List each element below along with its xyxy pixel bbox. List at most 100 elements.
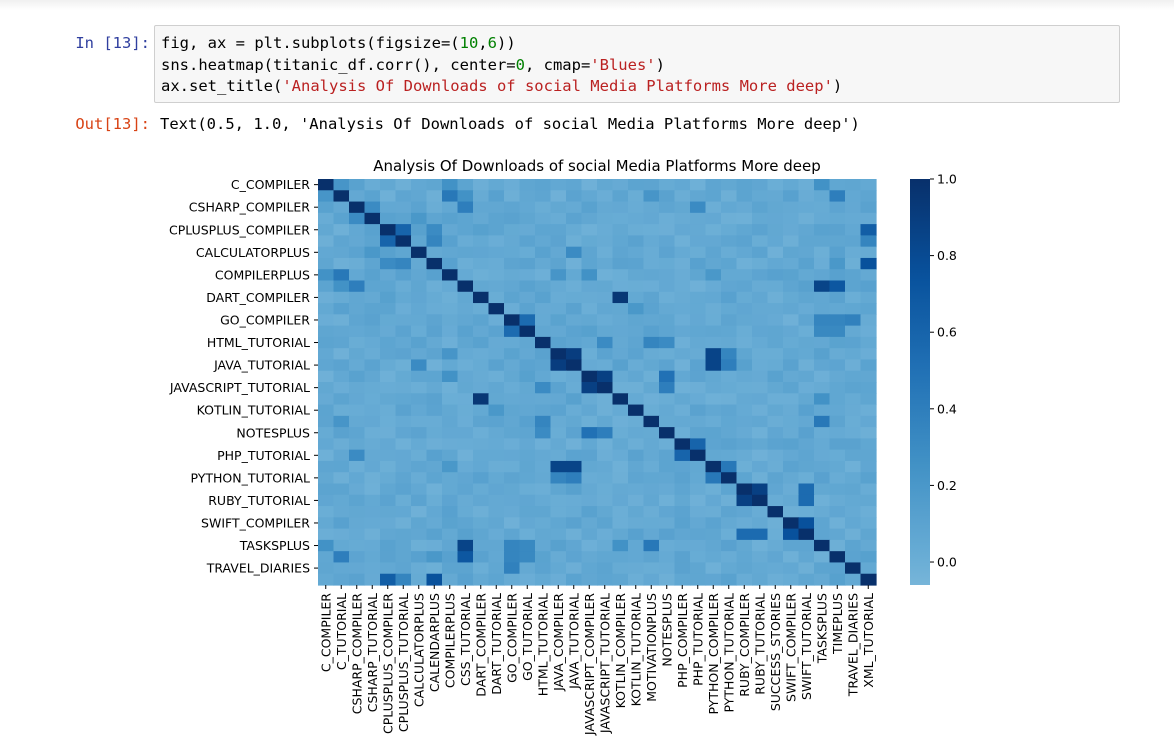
heatmap-cell <box>736 528 753 541</box>
heatmap-cell <box>488 246 505 259</box>
heatmap-cell <box>411 190 428 203</box>
heatmap-cell <box>380 325 397 338</box>
heatmap-cell <box>426 224 443 236</box>
heatmap-cell <box>721 359 738 372</box>
heatmap-cell <box>643 551 660 564</box>
code-line: fig, ax = plt.subplots(figsize=(10,6)) <box>161 33 842 55</box>
heatmap-cell <box>318 494 335 507</box>
heatmap-cell <box>333 382 350 394</box>
code-input-area[interactable]: fig, ax = plt.subplots(figsize=(10,6)) sn… <box>154 25 1120 103</box>
heatmap-cell <box>829 415 846 428</box>
heatmap-cell <box>519 179 536 191</box>
heatmap-cell <box>566 551 583 564</box>
heatmap-cell <box>426 291 443 304</box>
heatmap-cell <box>643 460 660 473</box>
heatmap-cell <box>411 551 428 564</box>
heatmap-cell <box>380 449 397 462</box>
heatmap-cell <box>349 494 366 507</box>
heatmap-cell <box>333 562 350 575</box>
heatmap-cell <box>597 336 614 349</box>
y-tick-label: COMPILERPLUS <box>215 267 310 282</box>
heatmap-cell <box>721 539 738 552</box>
heatmap-cell <box>535 427 552 439</box>
heatmap-cell <box>643 212 660 225</box>
heatmap-cell <box>550 472 567 485</box>
heatmap-cell <box>473 517 490 530</box>
heatmap-cell <box>643 506 660 518</box>
heatmap-cell <box>690 359 707 372</box>
heatmap-cell <box>767 528 784 541</box>
heatmap-cell <box>628 415 645 428</box>
heatmap-cell <box>488 393 505 406</box>
heatmap-cell <box>318 427 335 439</box>
heatmap-cell <box>659 438 676 451</box>
heatmap-cell <box>659 472 676 485</box>
heatmap-cell <box>426 539 443 552</box>
heatmap-cell <box>752 528 769 541</box>
x-tick-label: JAVA_TUTORIAL <box>566 593 581 690</box>
heatmap-cell <box>860 573 877 586</box>
heatmap-cell <box>860 551 877 564</box>
heatmap-cell <box>581 382 598 394</box>
heatmap-cell <box>597 201 614 214</box>
code-block[interactable]: fig, ax = plt.subplots(figsize=(10,6)) sn… <box>161 33 842 98</box>
heatmap-cell <box>860 449 877 462</box>
heatmap-cell <box>860 370 877 383</box>
heatmap-cell <box>643 404 660 417</box>
heatmap-cell <box>566 438 583 451</box>
heatmap-cell <box>364 336 381 349</box>
heatmap-cell <box>829 539 846 552</box>
heatmap-cell <box>736 449 753 462</box>
heatmap-cell <box>566 201 583 214</box>
heatmap-cell <box>519 291 536 304</box>
heatmap-cell <box>597 224 614 236</box>
heatmap-cell <box>504 179 521 191</box>
heatmap-cell <box>628 404 645 417</box>
heatmap-cell <box>814 280 831 293</box>
x-tick-label: PHP_COMPILER <box>675 593 690 688</box>
heatmap-cell <box>426 179 443 191</box>
heatmap-cell <box>581 506 598 518</box>
heatmap-cell <box>767 257 784 270</box>
heatmap-cell <box>318 539 335 552</box>
heatmap-cell <box>628 472 645 485</box>
heatmap-cell <box>519 280 536 293</box>
heatmap-cell <box>829 494 846 507</box>
heatmap-cell <box>488 257 505 270</box>
heatmap-cell <box>581 325 598 338</box>
heatmap-cell <box>690 370 707 383</box>
heatmap-cell <box>333 359 350 372</box>
heatmap-cell <box>752 359 769 372</box>
code-token: , cmap= <box>524 55 591 74</box>
heatmap-cell <box>783 460 800 473</box>
heatmap-cell <box>814 551 831 564</box>
heatmap-cell <box>395 404 412 417</box>
heatmap-cell <box>814 325 831 338</box>
heatmap-cell <box>643 528 660 541</box>
heatmap-cell <box>411 280 428 293</box>
heatmap-cell <box>457 382 474 394</box>
heatmap-cell <box>612 179 629 191</box>
heatmap-cell <box>442 201 459 214</box>
heatmap-cell <box>612 314 629 327</box>
heatmap-cell <box>845 303 862 315</box>
heatmap-cell <box>659 494 676 507</box>
heatmap-cell <box>690 494 707 507</box>
heatmap-cell <box>581 517 598 530</box>
heatmap-cell <box>814 460 831 473</box>
heatmap-cell <box>566 427 583 439</box>
heatmap-cell <box>659 235 676 248</box>
heatmap-cell <box>426 449 443 462</box>
heatmap-cell <box>767 404 784 417</box>
heatmap-cell <box>426 246 443 259</box>
y-tick-label: SWIFT_COMPILER <box>201 515 310 530</box>
heatmap-cell <box>473 393 490 406</box>
code-token: ) <box>832 77 843 95</box>
heatmap-cell <box>411 483 428 496</box>
heatmap-cell <box>705 179 722 191</box>
heatmap-cell <box>597 348 614 361</box>
heatmap-cell <box>550 303 567 315</box>
heatmap-cell <box>395 460 412 473</box>
heatmap-cell <box>318 415 335 428</box>
heatmap-cell <box>736 506 753 518</box>
